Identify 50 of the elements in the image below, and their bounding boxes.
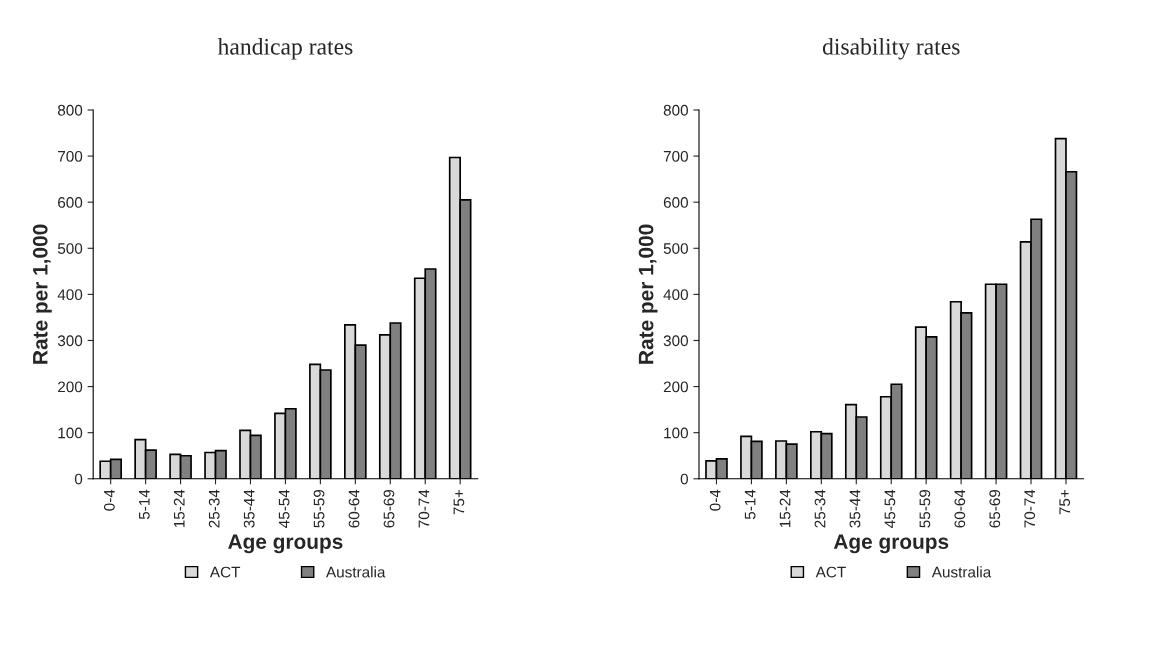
legend-label: ACT (815, 566, 846, 578)
x-tick-label: 45-54 (884, 489, 896, 528)
x-tick-label: 0-4 (709, 489, 721, 511)
y-tick-label: 700 (58, 150, 83, 162)
y-tick-label: 200 (663, 381, 688, 393)
x-tick-label: 35-44 (849, 489, 861, 528)
legend-label: Australia (931, 566, 992, 578)
x-axis-title: Age groups (833, 534, 949, 554)
y-tick-label: 600 (58, 197, 83, 208)
x-tick-label: 25-34 (814, 489, 826, 528)
chart-title: disability rates (822, 38, 960, 60)
y-tick-label: 400 (57, 289, 83, 301)
x-tick-label: 70-74 (1024, 489, 1036, 528)
y-tick-label: 300 (57, 335, 83, 347)
x-axis-title: Age groups (228, 534, 343, 554)
y-tick-label: 800 (663, 104, 688, 116)
legend-label: ACT (209, 566, 241, 578)
y-tick-label: 800 (57, 104, 83, 116)
x-tick-label: 60-64 (954, 489, 966, 528)
x-tick-label: 25-34 (208, 489, 220, 528)
x-tick-label: 65-69 (383, 489, 395, 528)
x-tick-label: 65-69 (989, 489, 1001, 528)
y-tick-label: 0 (74, 473, 83, 485)
y-tick-label: 500 (663, 243, 688, 254)
y-tick-label: 0 (680, 473, 688, 485)
x-tick-label: 75+ (453, 489, 465, 515)
y-tick-label: 300 (663, 335, 688, 347)
x-tick-label: 35-44 (243, 489, 255, 528)
legend-label: Australia (326, 566, 386, 578)
x-tick-label: 75+ (1059, 489, 1071, 515)
y-tick-label: 500 (57, 243, 83, 254)
x-tick-label: 70-74 (418, 489, 430, 528)
y-tick-label: 400 (663, 289, 688, 301)
y-tick-label: 200 (58, 381, 83, 393)
x-tick-label: 5-14 (744, 489, 756, 520)
y-axis-title: Rate per 1,000 (638, 224, 658, 364)
x-tick-label: 15-24 (173, 489, 185, 528)
x-tick-label: 15-24 (779, 489, 791, 528)
chart-title: handicap rates (217, 38, 353, 60)
y-tick-label: 700 (663, 150, 688, 162)
y-axis-title: Rate per 1,000 (32, 224, 52, 364)
x-tick-label: 5-14 (139, 489, 150, 520)
y-tick-label: 600 (663, 197, 688, 208)
x-tick-label: 0-4 (103, 489, 115, 511)
x-tick-label: 55-59 (919, 489, 931, 528)
y-tick-label: 100 (664, 427, 688, 439)
x-tick-label: 45-54 (278, 489, 290, 528)
x-tick-label: 55-59 (313, 489, 325, 528)
x-tick-label: 60-64 (348, 489, 360, 528)
y-tick-label: 100 (58, 427, 83, 439)
